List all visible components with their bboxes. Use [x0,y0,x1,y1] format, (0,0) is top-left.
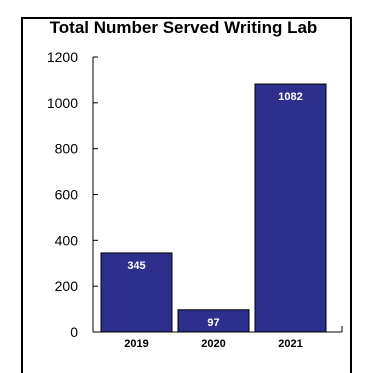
y-tick-label: 1000 [47,95,78,111]
chart-frame [21,17,352,373]
data-labels: 345 97 1082 [127,91,302,329]
chart-title: Total Number Served Writing Lab [49,18,318,37]
y-tick-label: 800 [55,141,79,157]
x-tick-label-2019: 2019 [124,338,148,350]
x-tick-labels: 2019 2020 2021 [124,338,302,350]
data-label-2019: 345 [127,260,145,272]
bar-2021 [254,83,327,333]
x-tick-label-2020: 2020 [201,338,225,350]
x-tick-label-2021: 2021 [278,338,302,350]
data-label-2021: 1082 [278,91,302,103]
y-ticks: 0 200 400 600 800 1000 1200 [47,49,98,340]
bar-2019 [100,252,173,333]
bars [100,83,327,333]
data-label-2020: 97 [207,317,219,329]
y-tick-label: 600 [55,187,79,203]
bar-2020 [177,309,250,333]
y-tick-label: 400 [55,232,79,248]
y-tick-label: 1200 [47,49,78,65]
y-tick-label: 200 [55,278,79,294]
y-tick-label: 0 [70,324,78,340]
